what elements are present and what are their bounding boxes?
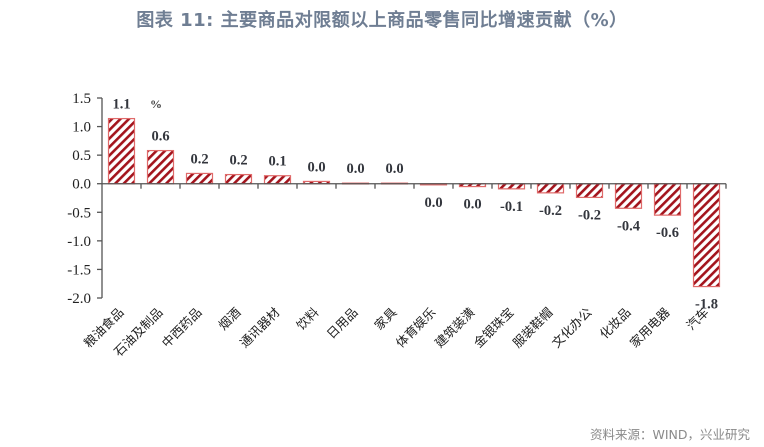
bar: [575, 183, 604, 199]
data-label: 0.1: [268, 154, 286, 170]
x-tick-label: 家具: [371, 304, 400, 333]
y-axis: 1.5 1.0 0.5 0.0 -0.5 -1.0 -1.5 -2.0: [67, 91, 103, 307]
x-tick-label: 日用品: [323, 305, 360, 342]
bar: [614, 183, 643, 209]
data-label: 0.6: [151, 129, 169, 145]
x-tick-label: 通讯器材: [237, 305, 283, 351]
y-tick-label: -1.5: [67, 262, 91, 278]
y-tick-label: -0.5: [67, 205, 91, 221]
data-label: 1.1: [112, 97, 130, 113]
data-label: 0.2: [190, 151, 208, 167]
data-label: -0.2: [578, 207, 601, 223]
data-label: 0.0: [385, 161, 403, 177]
bar: [536, 183, 565, 194]
bars: [107, 117, 721, 288]
bar: [653, 183, 682, 216]
x-tick-label: 中西药品: [159, 305, 205, 351]
x-tick-label: 饮料: [293, 304, 322, 333]
data-label: 0.0: [463, 197, 481, 213]
x-axis: [102, 183, 727, 189]
data-label: 0.2: [229, 153, 247, 169]
bar: [224, 173, 253, 185]
chart-title: 图表 11: 主要商品对限额以上商品零售同比增速贡献（%）: [136, 10, 628, 31]
x-tick-label: 体育娱乐: [393, 305, 439, 351]
data-label: -0.6: [656, 225, 679, 241]
data-label: -0.1: [500, 199, 523, 215]
data-label: -0.2: [539, 203, 562, 219]
unit-annotation: %: [150, 97, 162, 111]
y-tick-label: 0.0: [72, 177, 91, 193]
y-tick-label: 1.0: [72, 120, 91, 136]
data-label: 0.0: [424, 195, 442, 211]
y-tick-label: -1.0: [67, 234, 91, 250]
bar: [107, 117, 136, 185]
x-tick-label: 服装鞋帽: [510, 305, 556, 351]
x-tick-label: 烟酒: [215, 305, 243, 333]
x-tick-label: 文化办公: [549, 304, 595, 350]
data-label: -0.4: [617, 218, 640, 234]
x-tick-label: 建筑装潢: [432, 305, 478, 351]
x-tick-label: 家用电器: [627, 304, 673, 350]
bar: [692, 183, 721, 288]
x-tick-label: 化妆品: [596, 305, 633, 342]
data-label: -1.8: [695, 297, 718, 313]
y-tick-label: 1.5: [72, 91, 91, 107]
source-note: 资料来源：WIND，兴业研究: [589, 427, 750, 442]
bar: [497, 183, 526, 190]
y-tick-label: 0.5: [72, 148, 91, 164]
bar: [146, 149, 175, 185]
bar: [263, 175, 292, 185]
data-label: 0.0: [346, 161, 364, 177]
y-tick-label: -2.0: [67, 291, 91, 307]
bar: [185, 172, 214, 185]
x-tick-label: 金银珠宝: [471, 305, 517, 351]
data-label: 0.0: [307, 159, 325, 175]
data-labels: 1.1 0.6 0.2 0.2 0.1 0.0 0.0 0.0 0.0 0.0 -0.1 -0.2 -0…: [112, 97, 718, 313]
